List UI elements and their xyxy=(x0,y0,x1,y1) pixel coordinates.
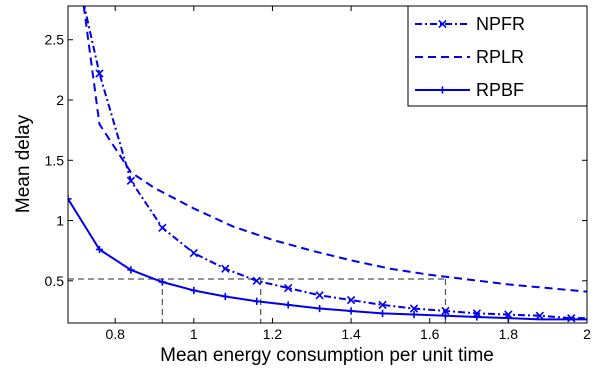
x-tick-label: 1.4 xyxy=(341,326,361,342)
data-point-npfr-9 xyxy=(378,300,387,310)
series-line-rplr xyxy=(82,6,587,293)
y-tick-label: 1 xyxy=(56,213,64,229)
x-tick-label: 0.8 xyxy=(105,326,125,342)
data-point-npfr-13 xyxy=(504,310,513,319)
data-point-rpbf-8 xyxy=(316,304,324,313)
data-point-npfr-0 xyxy=(95,69,104,78)
series-line-rpbf xyxy=(68,198,587,321)
legend-label-rplr: RPLR xyxy=(476,47,524,67)
data-point-npfr-2 xyxy=(158,223,167,232)
data-point-rpbf-0 xyxy=(68,195,72,203)
series-npfr xyxy=(83,6,587,323)
series-rpbf xyxy=(68,195,587,322)
data-point-rpbf-12 xyxy=(441,312,450,320)
series-line-npfr xyxy=(83,6,587,320)
data-point-rpbf-4 xyxy=(190,286,198,295)
data-point-rpbf-6 xyxy=(253,297,261,305)
data-point-npfr-4 xyxy=(221,264,230,273)
data-point-npfr-1 xyxy=(126,176,136,185)
legend-marker-rpbf xyxy=(438,86,447,94)
data-point-rpbf-3 xyxy=(158,278,166,286)
legend-label-npfr: NPFR xyxy=(476,14,525,34)
legend-item-npfr: NPFR xyxy=(415,14,525,34)
y-tick-label: 2 xyxy=(56,92,64,108)
data-point-npfr-6 xyxy=(284,283,293,293)
legend: NPFR RPLR RPBF xyxy=(407,5,588,107)
legend-label-rpbf: RPBF xyxy=(476,80,524,100)
y-tick-label: 2.5 xyxy=(45,32,65,48)
data-point-rpbf-13 xyxy=(473,313,481,321)
axis-ticks: 0.8 1 1.2 1.4 1.6 1.8 2 0.5 1 1.5 2 2.5 xyxy=(45,6,591,342)
data-point-npfr-14 xyxy=(535,311,544,320)
x-tick-label: 1 xyxy=(190,326,198,342)
data-point-rpbf-5 xyxy=(221,292,229,301)
y-axis-title: Mean delay xyxy=(13,114,34,213)
legend-item-rpbf: RPBF xyxy=(415,80,524,100)
data-point-rpbf-1 xyxy=(95,245,104,254)
data-point-npfr-3 xyxy=(189,248,198,258)
data-point-npfr-11 xyxy=(441,306,450,316)
series-layer xyxy=(68,6,587,323)
x-tick-label: 2 xyxy=(583,326,591,342)
data-point-npfr-8 xyxy=(346,295,356,305)
x-tick-label: 1.8 xyxy=(499,326,519,342)
y-tick-label: 0.5 xyxy=(45,273,65,289)
legend-marker-npfr xyxy=(438,19,447,29)
legend-item-rplr: RPLR xyxy=(415,47,524,67)
y-tick-label: 1.5 xyxy=(45,152,65,168)
x-tick-label: 1.6 xyxy=(420,326,440,342)
data-point-npfr-7 xyxy=(315,291,324,300)
series-rplr xyxy=(82,6,587,293)
data-point-npfr-12 xyxy=(472,309,482,318)
data-point-rpbf-11 xyxy=(410,310,418,319)
x-axis-title: Mean energy consumption per unit time xyxy=(160,345,494,366)
data-point-rpbf-10 xyxy=(378,309,387,317)
data-point-rpbf-9 xyxy=(347,307,355,315)
data-point-npfr-10 xyxy=(409,304,419,313)
data-point-rpbf-7 xyxy=(284,301,292,309)
data-point-npfr-5 xyxy=(252,276,261,285)
x-tick-label: 1.2 xyxy=(263,326,283,342)
data-point-npfr-15 xyxy=(567,314,576,323)
data-point-rpbf-2 xyxy=(127,266,135,274)
plot-frame xyxy=(67,5,588,324)
